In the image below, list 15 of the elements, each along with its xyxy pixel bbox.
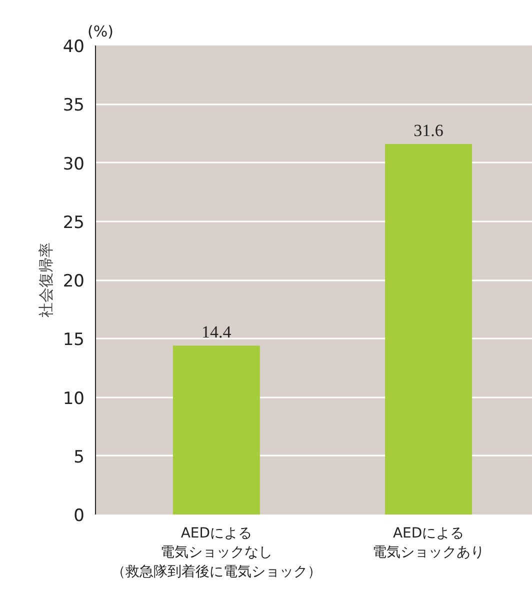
y-axis-title: 社会復帰率 [36,242,55,318]
y-tick-label: 25 [62,212,85,233]
data-label: 31.6 [414,120,444,140]
y-tick-label: 10 [62,388,85,409]
text: (%) [88,22,114,40]
y-tick-label: 35 [62,96,85,116]
y-tick-label: 20 [62,272,85,292]
y-tick-label: 5 [74,447,85,468]
x-tick-label: AEDによる電気ショックあり [372,526,485,561]
y-tick-label: 40 [62,37,85,57]
y-tick-label: 30 [62,154,85,174]
data-label: 14.4 [202,322,232,342]
y-tick-label: 0 [74,506,85,526]
x-tick-label: AEDによる電気ショックなし（救急隊到着後に電気ショック） [111,526,322,580]
y-tick-label: 15 [62,330,85,350]
